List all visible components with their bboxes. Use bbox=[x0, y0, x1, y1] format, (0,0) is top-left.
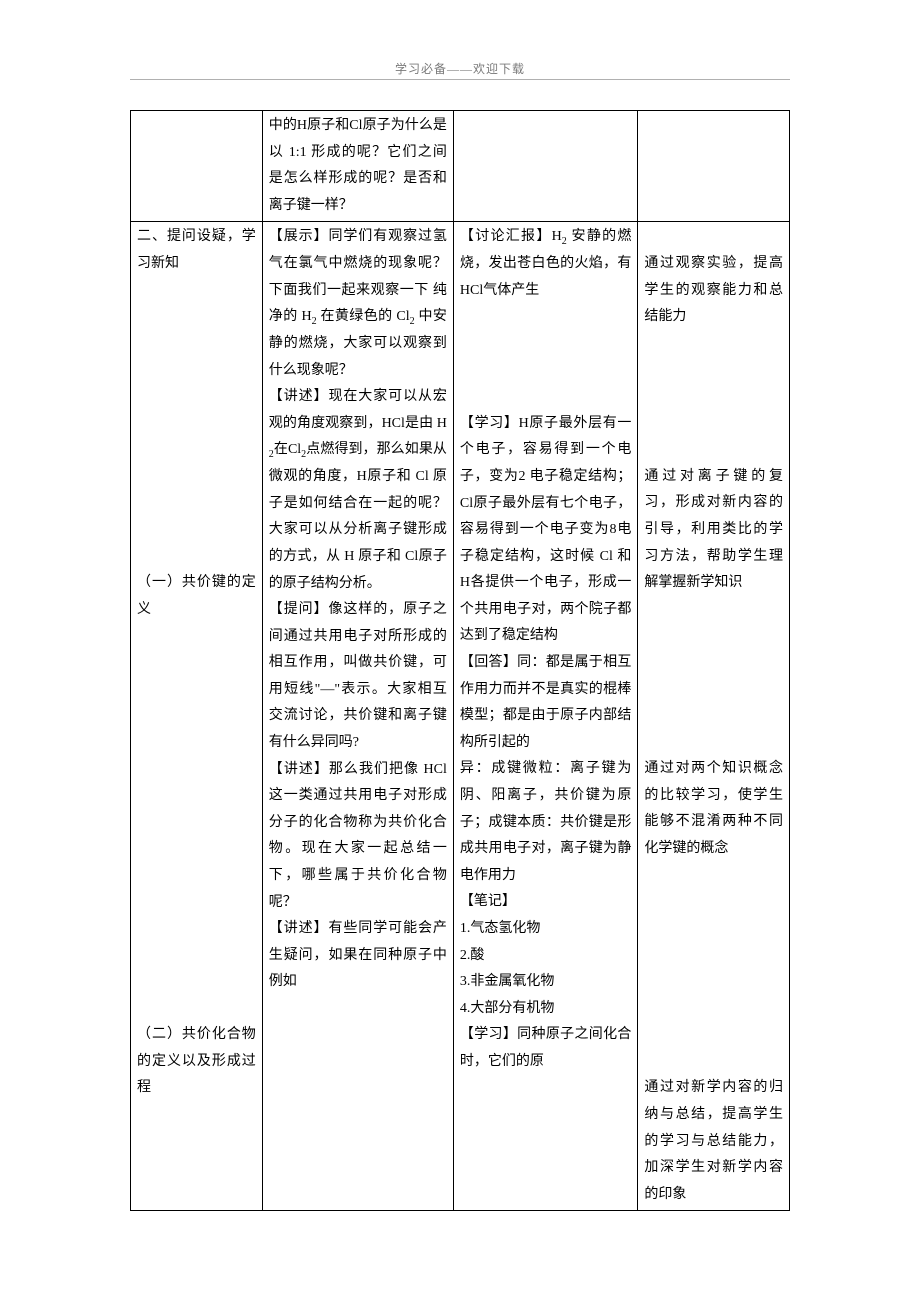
cell-student bbox=[453, 111, 638, 222]
lesson-plan-table: 中的H原子和Cl原子为什么是以 1:1 形成的呢？它们之间是怎么样形成的呢？是否… bbox=[130, 110, 790, 1211]
cell-intent: 通过观察实验，提高学生的观察能力和总结能力通过对离子键的复习，形成对新内容的引导… bbox=[638, 222, 790, 1211]
cell-teacher: 中的H原子和Cl原子为什么是以 1:1 形成的呢？它们之间是怎么样形成的呢？是否… bbox=[262, 111, 453, 222]
page-header: 学习必备——欢迎下载 bbox=[130, 60, 790, 80]
header-left: 学习必备—— bbox=[395, 62, 473, 76]
cell-teacher: 【展示】同学们有观察过氢气在氯气中燃烧的现象呢？下面我们一起来观察一下 纯净的 … bbox=[262, 222, 453, 1211]
cell-section bbox=[131, 111, 263, 222]
header-right: 欢迎下载 bbox=[473, 62, 525, 76]
cell-section: 二、提问设疑，学习新知（一）共价键的定义（二）共价化合物的定义以及形成过程 bbox=[131, 222, 263, 1211]
cell-student: 【讨论汇报】H2 安静的燃烧，发出苍白色的火焰，有 HCl气体产生【学习】H原子… bbox=[453, 222, 638, 1211]
table-row: 中的H原子和Cl原子为什么是以 1:1 形成的呢？它们之间是怎么样形成的呢？是否… bbox=[131, 111, 790, 222]
table-row: 二、提问设疑，学习新知（一）共价键的定义（二）共价化合物的定义以及形成过程 【展… bbox=[131, 222, 790, 1211]
cell-intent bbox=[638, 111, 790, 222]
